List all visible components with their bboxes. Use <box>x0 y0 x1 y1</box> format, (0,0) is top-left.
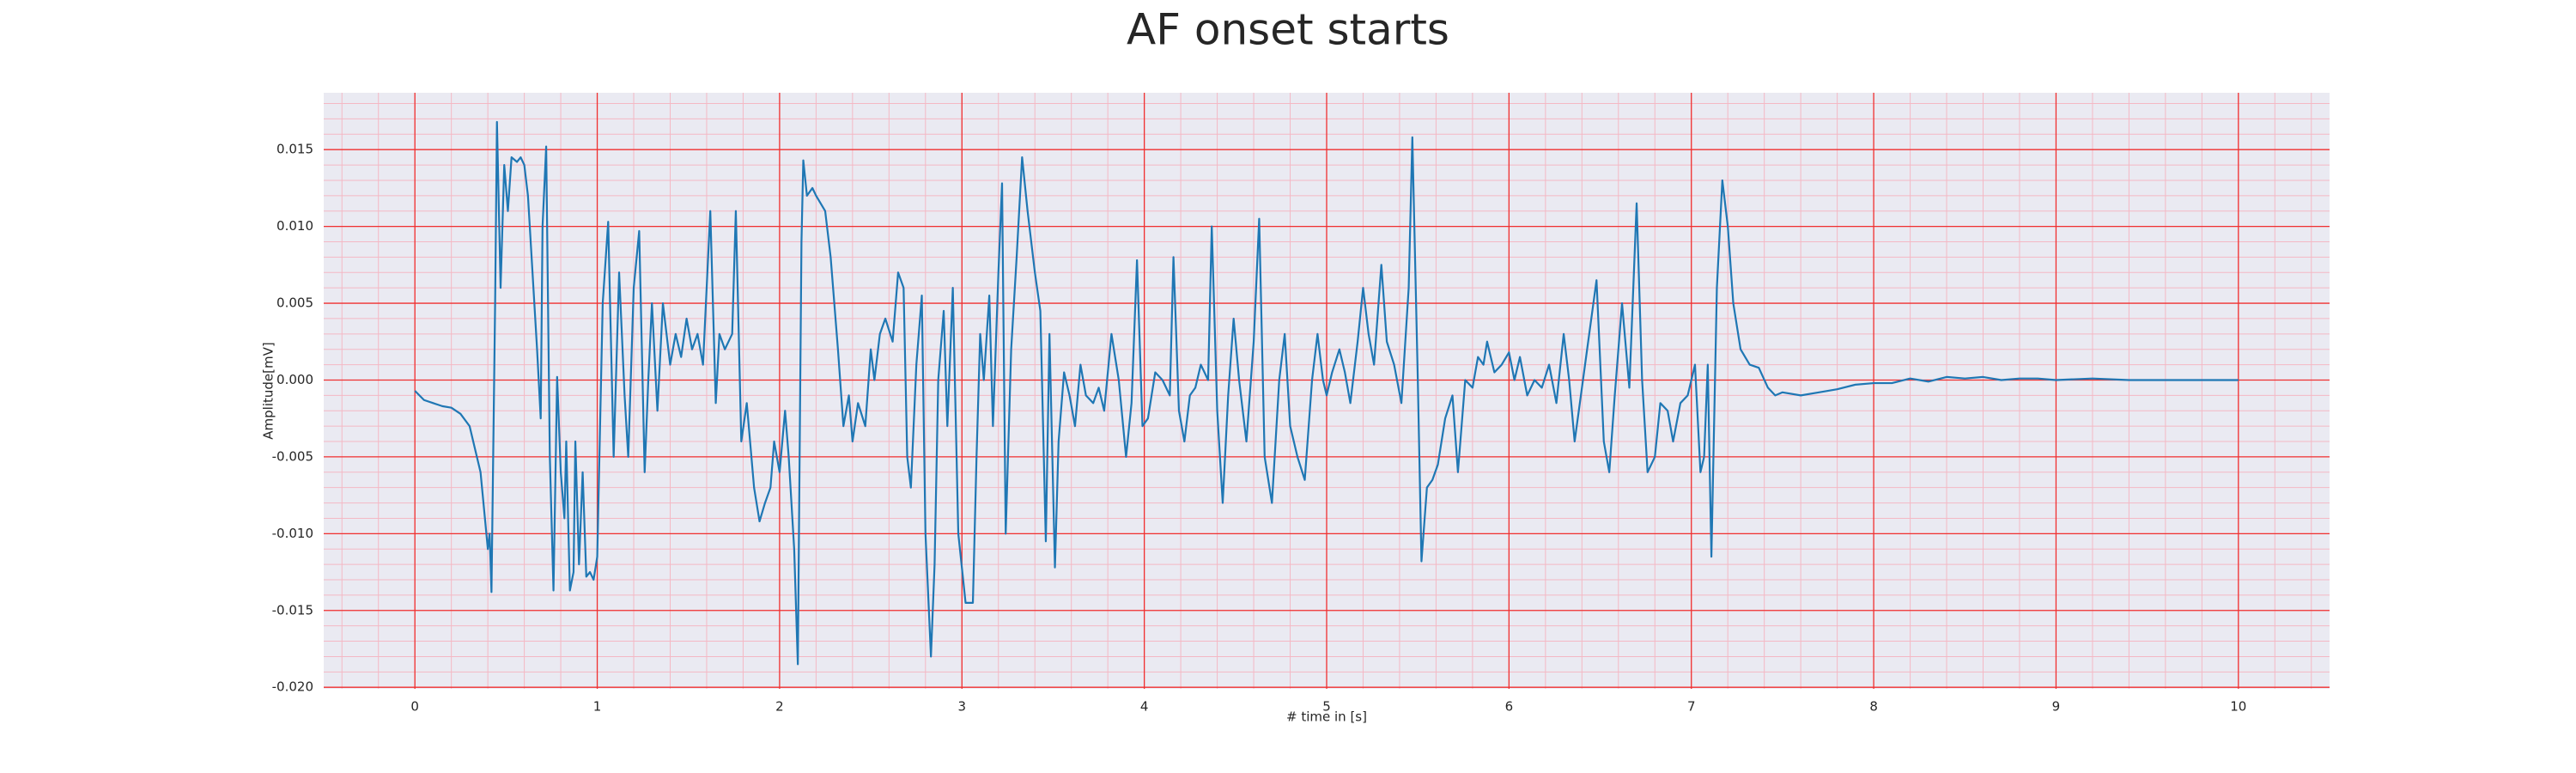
x-tick-label: 5 <box>1322 699 1331 715</box>
x-tick-label: 3 <box>957 699 966 715</box>
y-tick-label: -0.010 <box>272 526 313 541</box>
y-tick-label: 0.000 <box>276 372 313 387</box>
y-tick-label: -0.015 <box>272 602 313 618</box>
y-tick-label: 0.015 <box>276 142 313 157</box>
y-tick-label: 0.010 <box>276 218 313 234</box>
x-tick-label: 6 <box>1505 699 1514 715</box>
y-axis-label: Amplitude[mV] <box>261 342 276 439</box>
x-tick-label: 7 <box>1687 699 1696 715</box>
x-tick-label: 8 <box>1869 699 1878 715</box>
signal-line <box>414 120 2239 666</box>
x-tick-label: 2 <box>775 699 784 715</box>
x-tick-label: 1 <box>593 699 602 715</box>
x-tick-label: 9 <box>2052 699 2061 715</box>
x-tick-label: 10 <box>2230 699 2246 715</box>
y-tick-label: -0.020 <box>272 679 313 695</box>
y-tick-label: 0.005 <box>276 295 313 311</box>
chart-title: AF onset starts <box>1127 5 1449 55</box>
y-tick-label: -0.005 <box>272 448 313 464</box>
x-tick-label: 0 <box>410 699 419 715</box>
x-tick-label: 4 <box>1140 699 1149 715</box>
x-axis-label: # time in [s] <box>1286 709 1367 725</box>
